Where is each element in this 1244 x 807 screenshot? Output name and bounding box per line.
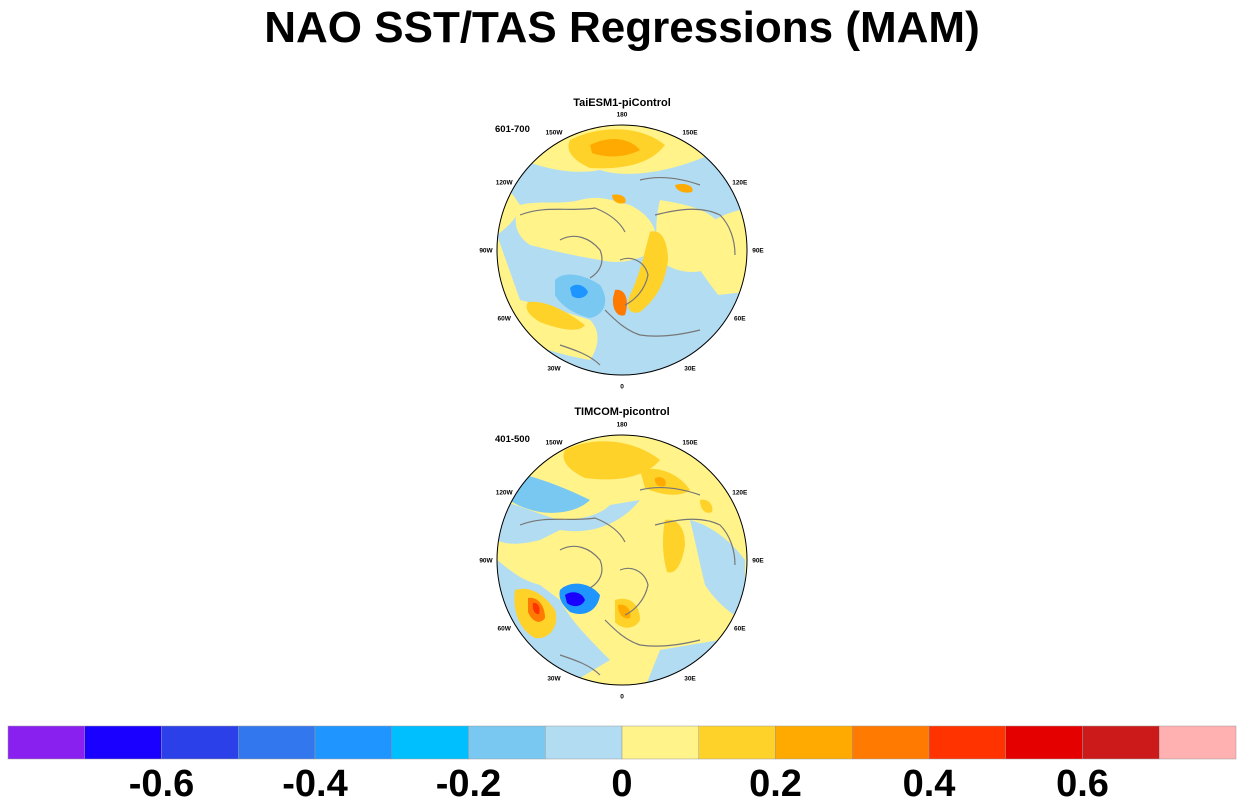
colorbar-swatch: [545, 725, 623, 760]
panel-2-title: TIMCOM-picontrol: [574, 406, 669, 418]
colorbar-tick-labels: -0.6 -0.4 -0.2 0 0.2 0.4 0.6: [129, 763, 1109, 805]
longitude-label: 150E: [682, 440, 698, 447]
colorbar-swatch: [468, 725, 546, 760]
positive-anomaly-region: [628, 231, 668, 313]
colorbar-swatch: [852, 725, 930, 760]
colorbar-swatch: [314, 725, 392, 760]
longitude-label: 150W: [546, 130, 564, 137]
panel-2-longitude-labels: 180 150E 120E 90E 60E 30E 0 30W 60W 90W 120W 150W: [479, 422, 764, 701]
longitude-label: 90E: [752, 558, 764, 565]
negative-anomaly-region: [690, 520, 745, 620]
panel-1-map: [497, 125, 747, 375]
longitude-label: 30W: [547, 675, 561, 682]
longitude-label: 90E: [752, 248, 764, 255]
longitude-label: 30W: [547, 365, 561, 372]
longitude-label: 180: [617, 422, 628, 429]
panel-1: TaiESM1-piControl 601-700: [479, 97, 764, 391]
longitude-label: 120W: [496, 490, 514, 497]
panel-2-period: 401-500: [495, 434, 530, 445]
colorbar-tick-label: 0.4: [903, 763, 956, 805]
colorbar: [7, 725, 1237, 760]
longitude-label: 120E: [732, 180, 748, 187]
longitude-label: 60W: [498, 316, 512, 323]
longitude-label: 30E: [684, 365, 696, 372]
colorbar-tick-label: -0.6: [129, 763, 194, 805]
positive-anomaly-region: [656, 200, 720, 272]
colorbar-swatch: [238, 725, 316, 760]
positive-anomaly-region: [563, 441, 660, 480]
longitude-label: 60W: [498, 626, 512, 633]
colorbar-swatch: [1005, 725, 1083, 760]
colorbar-swatch: [621, 725, 699, 760]
longitude-label: 60E: [734, 626, 746, 633]
colorbar-tick-label: 0.2: [749, 763, 802, 805]
colorbar-swatch: [84, 725, 162, 760]
colorbar-tick-label: 0.6: [1056, 763, 1109, 805]
negative-anomaly-region: [565, 592, 585, 607]
colorbar-swatch: [7, 725, 85, 760]
longitude-label: 90W: [479, 558, 493, 565]
longitude-label: 120E: [732, 490, 748, 497]
colorbar-tick-label: -0.2: [436, 763, 501, 805]
colorbar-swatch: [1082, 725, 1160, 760]
longitude-label: 150E: [682, 130, 698, 137]
positive-anomaly-region: [618, 604, 631, 619]
colorbar-swatch: [1159, 725, 1237, 760]
positive-anomaly-region: [654, 477, 666, 487]
colorbar-swatch: [391, 725, 469, 760]
longitude-label: 120W: [496, 180, 514, 187]
positive-anomaly-region: [526, 301, 585, 330]
panel-2-boundary: [496, 434, 748, 686]
positive-anomaly-region: [515, 197, 657, 262]
longitude-label: 150W: [546, 440, 564, 447]
panel-1-period: 601-700: [495, 124, 530, 135]
panel-2: TIMCOM-picontrol 401-500: [479, 406, 764, 701]
panel-1-longitude-labels: 180 150E 120E 90E 60E 30E 0 30W 60W 90W 120W 150W: [479, 112, 764, 391]
figure-title: NAO SST/TAS Regressions (MAM): [264, 3, 979, 52]
longitude-label: 30E: [684, 675, 696, 682]
positive-anomaly-region: [590, 138, 640, 157]
negative-anomaly-region: [570, 284, 588, 299]
longitude-label: 90W: [479, 248, 493, 255]
longitude-label: 0: [620, 384, 624, 391]
colorbar-swatch: [698, 725, 776, 760]
longitude-label: 0: [620, 694, 624, 701]
positive-anomaly-region: [700, 499, 713, 513]
colorbar-swatch: [928, 725, 1006, 760]
negative-anomaly-region: [497, 500, 640, 544]
colorbar-tick-label: -0.4: [282, 763, 347, 805]
positive-anomaly-region: [662, 519, 685, 573]
panel-1-boundary: [496, 124, 748, 376]
positive-anomaly-region: [612, 194, 626, 204]
colorbar-swatch: [775, 725, 853, 760]
positive-anomaly-region: [675, 183, 693, 193]
positive-anomaly-region: [532, 602, 540, 615]
colorbar-tick-label: 0: [611, 763, 632, 805]
positive-anomaly-region: [612, 289, 627, 316]
longitude-label: 180: [617, 112, 628, 119]
colorbar-swatch: [161, 725, 239, 760]
panel-1-title: TaiESM1-piControl: [573, 97, 671, 109]
panel-2-map: [497, 435, 747, 685]
longitude-label: 60E: [734, 316, 746, 323]
